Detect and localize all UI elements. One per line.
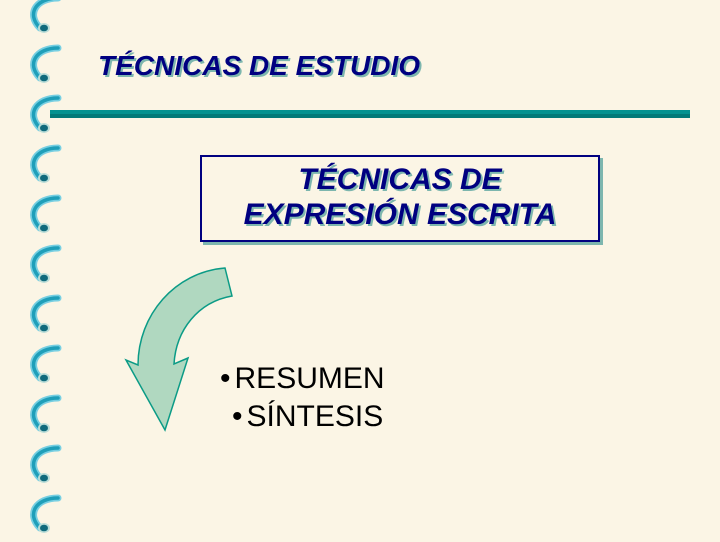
spiral-ring (28, 292, 64, 337)
spiral-ring (28, 142, 64, 187)
subtitle-box: TÉCNICAS DE EXPRESIÓN ESCRITA (200, 155, 600, 242)
spiral-ring (28, 442, 64, 487)
spiral-ring (28, 0, 64, 37)
spiral-ring (28, 192, 64, 237)
slide-title: TÉCNICAS DE ESTUDIO (98, 50, 420, 82)
spiral-ring (28, 42, 64, 87)
subtitle-line1: TÉCNICAS DE (212, 163, 588, 198)
bullet-marker: • (220, 360, 231, 398)
spiral-ring (28, 392, 64, 437)
arrow-shape (126, 268, 232, 430)
bullet-item: •SÍNTESIS (232, 398, 385, 436)
bullet-text: SÍNTESIS (247, 398, 384, 436)
bullet-text: RESUMEN (235, 360, 385, 398)
spiral-ring (28, 492, 64, 537)
spiral-ring (28, 242, 64, 287)
subtitle-line2: EXPRESIÓN ESCRITA (212, 198, 588, 233)
bullet-list: •RESUMEN•SÍNTESIS (220, 360, 385, 435)
title-text: TÉCNICAS DE ESTUDIO (98, 50, 420, 81)
bullet-marker: • (232, 398, 243, 436)
bullet-item: •RESUMEN (220, 360, 385, 398)
title-underline (50, 110, 690, 118)
underline-bottom (50, 114, 690, 118)
spiral-binding (28, 0, 64, 540)
spiral-ring (28, 342, 64, 387)
